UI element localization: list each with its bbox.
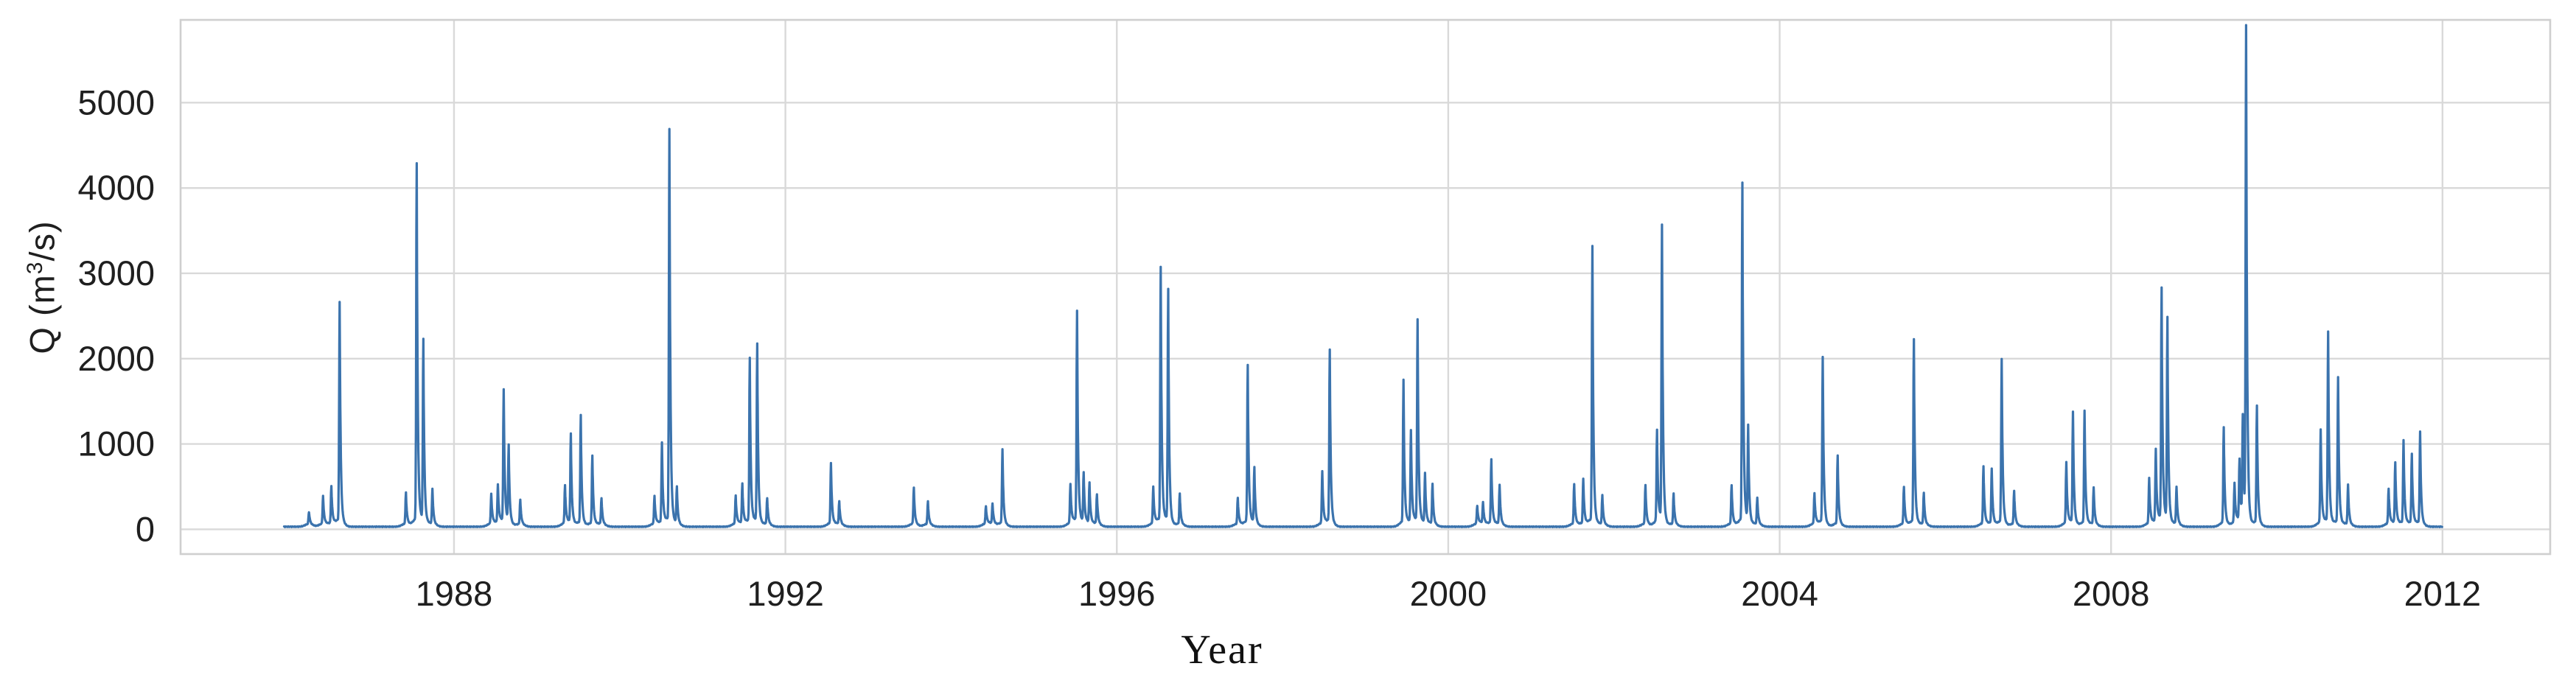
plot-border [179, 18, 2552, 556]
y-tick-label: 3000 [77, 253, 155, 293]
x-tick-label: 1988 [416, 574, 493, 613]
discharge-line [282, 24, 2443, 528]
y-axis-label: Q (m3/s) [22, 220, 63, 354]
y-axis-label-text: Q (m [22, 274, 62, 354]
x-tick-label: 2004 [1741, 574, 1818, 613]
x-tick-label: 1996 [1078, 574, 1156, 613]
x-tick-label: 2000 [1410, 574, 1487, 613]
y-tick-label: 0 [136, 509, 155, 548]
x-tick-label: 2012 [2404, 574, 2482, 613]
y-axis-label-superscript: 3 [22, 261, 47, 275]
x-tick-label: 1992 [747, 574, 824, 613]
x-axis-label: Year [1181, 627, 1263, 673]
y-tick-label: 5000 [77, 83, 155, 122]
y-axis-label-units: /s) [22, 220, 62, 262]
y-tick-label: 2000 [77, 339, 155, 378]
x-tick-label: 2008 [2073, 574, 2150, 613]
y-tick-label: 4000 [77, 168, 155, 207]
y-tick-label: 1000 [77, 424, 155, 463]
